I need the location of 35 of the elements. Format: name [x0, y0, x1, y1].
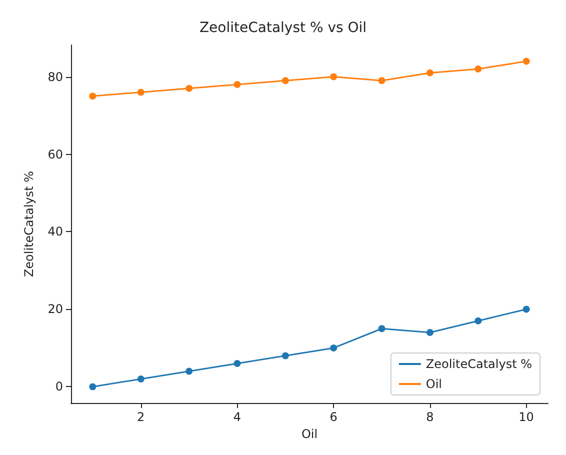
- x-tick-label: 8: [426, 410, 434, 424]
- x-axis-title: Oil: [301, 426, 318, 441]
- y-tick-label: 40: [48, 224, 63, 239]
- x-tick-label: 6: [330, 410, 338, 424]
- point: [186, 368, 193, 375]
- point: [426, 69, 434, 76]
- legend-label: Oil: [426, 377, 442, 391]
- y-tick-label: 80: [48, 70, 63, 84]
- point: [522, 306, 530, 313]
- point: [89, 383, 96, 390]
- point: [378, 325, 386, 332]
- point: [522, 58, 530, 65]
- legend-label: ZeoliteCatalyst %: [426, 357, 532, 371]
- point: [137, 88, 144, 96]
- point: [89, 92, 96, 100]
- point: [186, 84, 193, 92]
- x-tick-label: 4: [233, 410, 242, 424]
- point: [474, 66, 482, 73]
- point: [378, 77, 386, 84]
- point: [282, 77, 289, 84]
- point: [474, 317, 482, 324]
- point: [234, 81, 241, 88]
- y-axis-title: ZeoliteCatalyst %: [22, 170, 36, 278]
- y-tick-label: 20: [48, 302, 63, 316]
- x-tick-label: 10: [518, 410, 534, 424]
- y-tick-label: 0: [55, 380, 63, 394]
- x-tick-label: 2: [137, 410, 145, 424]
- point: [137, 375, 144, 382]
- point: [330, 73, 338, 80]
- y-tick-label: 60: [48, 147, 63, 162]
- point: [234, 360, 241, 367]
- point: [426, 328, 434, 336]
- point: [282, 352, 289, 360]
- point: [330, 344, 338, 352]
- chart-title: ZeoliteCatalyst % vs Oil: [199, 20, 367, 36]
